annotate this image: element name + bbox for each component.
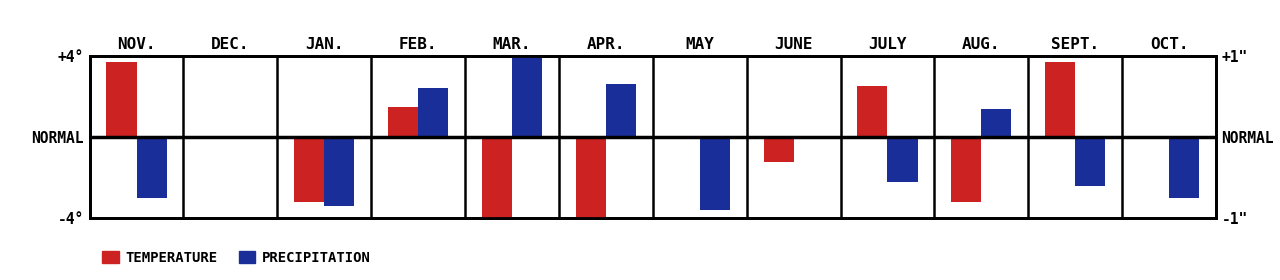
Bar — [1169, 137, 1199, 198]
Bar — [700, 137, 730, 210]
Bar — [887, 137, 918, 182]
Bar — [605, 85, 636, 137]
Bar — [1046, 62, 1075, 137]
Bar — [764, 137, 794, 162]
Bar — [137, 137, 166, 198]
Bar — [106, 62, 137, 137]
Bar — [294, 137, 324, 202]
Bar — [858, 87, 887, 137]
Bar — [388, 107, 419, 137]
Bar — [576, 137, 605, 218]
Bar — [419, 88, 448, 137]
Legend: TEMPERATURE, PRECIPITATION: TEMPERATURE, PRECIPITATION — [96, 245, 376, 270]
Bar — [951, 137, 982, 202]
Bar — [982, 109, 1011, 137]
Bar — [1075, 137, 1105, 186]
Bar — [483, 137, 512, 218]
Bar — [324, 137, 355, 206]
Bar — [512, 56, 541, 137]
